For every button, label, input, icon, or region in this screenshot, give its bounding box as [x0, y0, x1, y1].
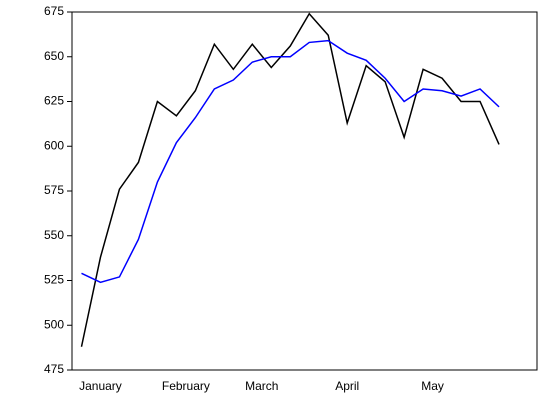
series-line	[81, 39, 500, 284]
x-tick-label: May	[421, 379, 444, 393]
y-tick-label: 675	[44, 4, 64, 18]
y-tick-label: 550	[44, 228, 64, 242]
y-tick-label: 600	[44, 138, 64, 152]
y-tick-label: 625	[44, 94, 64, 108]
x-tick-label: February	[162, 379, 210, 393]
x-tick-label: April	[335, 379, 359, 393]
plot-frame	[71, 11, 538, 371]
y-tick-label: 475	[44, 362, 64, 376]
series-line	[80, 12, 500, 347]
y-tick-label: 575	[44, 183, 64, 197]
x-tick-label: March	[245, 379, 278, 393]
y-tick-label: 500	[44, 317, 64, 331]
y-tick-label: 525	[44, 273, 64, 287]
y-tick-label: 650	[44, 49, 64, 63]
x-tick-label: January	[79, 379, 122, 393]
